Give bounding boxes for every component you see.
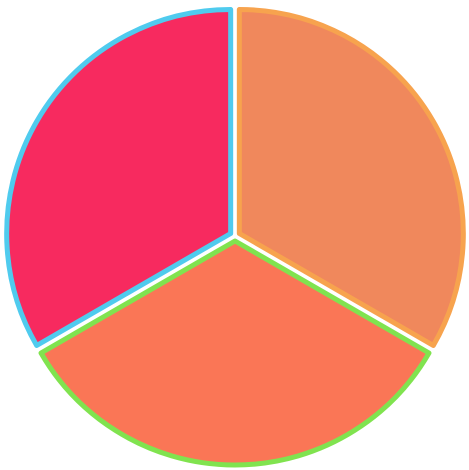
pie-slice: [236, 7, 466, 348]
pie-slice: [4, 7, 234, 348]
pie-slice: [38, 238, 432, 468]
